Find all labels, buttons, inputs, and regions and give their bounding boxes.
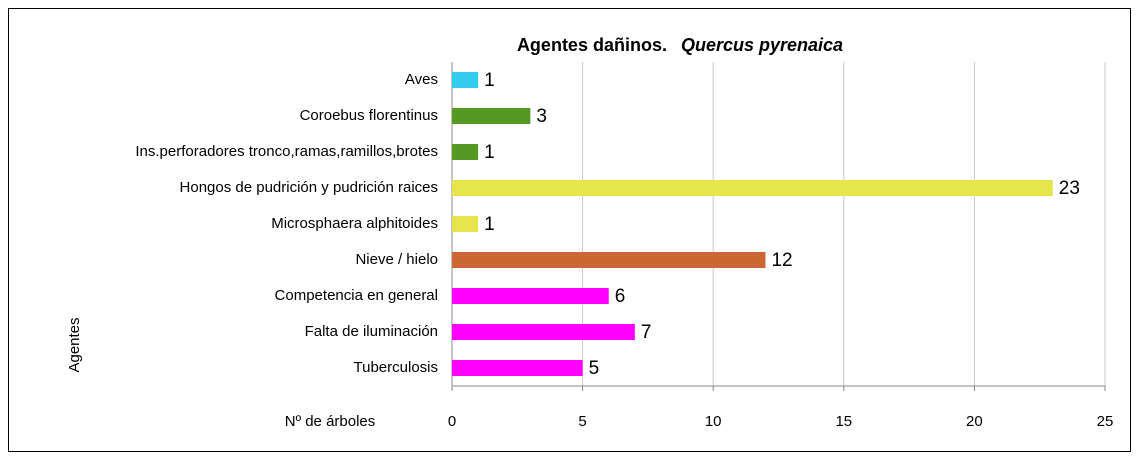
chart-title-group: Agentes dañinos. Quercus pyrenaica [517,35,843,55]
bar [452,252,766,268]
chart-title: Agentes dañinos. [517,35,667,55]
bar [452,108,531,124]
x-axis-label: Nº de árboles [285,413,376,430]
bar [452,360,583,376]
x-tick-label: 5 [578,413,586,430]
data-label: 3 [536,106,547,127]
bar [452,180,1053,196]
y-axis-label: Agentes [66,317,83,372]
bar [452,72,479,88]
x-tick-label: 10 [705,413,722,430]
chart-frame [8,8,1131,452]
bar [452,324,635,340]
data-label: 5 [589,358,600,379]
bar [452,288,609,304]
chart-subtitle: Quercus pyrenaica [681,35,843,55]
y-tick-label: Ins.perforadores tronco,ramas,ramillos,b… [135,143,438,160]
x-tick-label: 15 [835,413,852,430]
bar [452,144,479,160]
data-label: 6 [615,286,626,307]
y-tick-label: Falta de iluminación [305,323,438,340]
data-label: 7 [641,322,652,343]
data-label: 1 [484,214,495,235]
y-tick-label: Coroebus florentinus [300,107,438,124]
y-tick-label: Hongos de pudrición y pudrición raices [180,179,438,196]
y-tick-label: Nieve / hielo [355,251,438,268]
y-tick-label: Tuberculosis [354,359,438,376]
x-tick-label: 25 [1097,413,1114,430]
y-tick-label: Competencia en general [275,287,438,304]
data-label: 1 [484,142,495,163]
y-tick-label: Aves [405,71,438,88]
bar [452,216,479,232]
x-tick-label: 0 [448,413,456,430]
data-label: 23 [1059,178,1080,199]
y-tick-label: Microsphaera alphitoides [271,215,438,232]
data-label: 1 [484,70,495,91]
x-tick-label: 20 [966,413,983,430]
data-label: 12 [771,250,792,271]
